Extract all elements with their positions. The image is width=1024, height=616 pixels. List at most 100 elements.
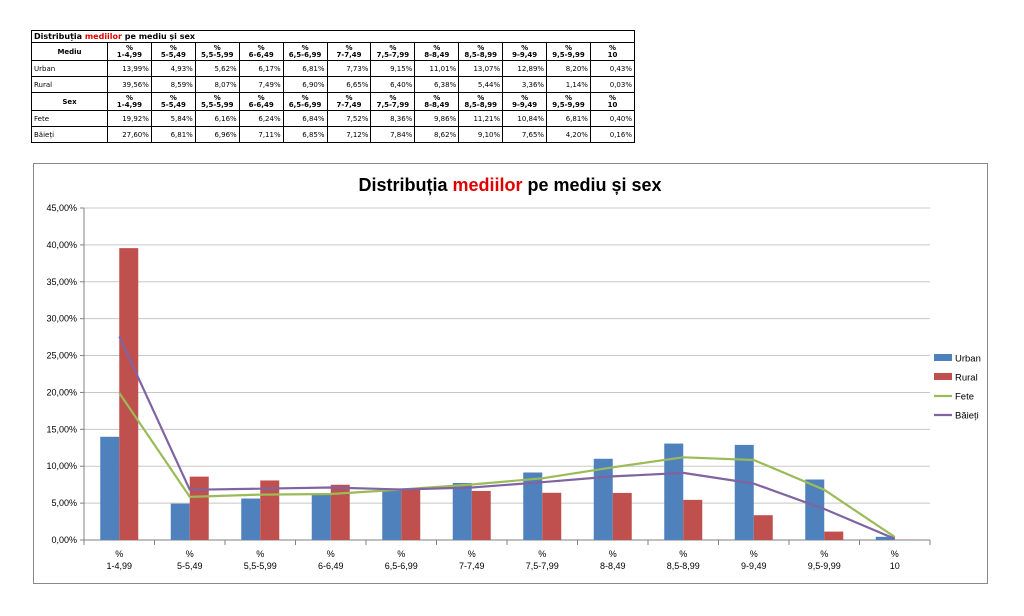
mediu-bin-header-line: % bbox=[125, 43, 133, 52]
table-cell: 0,40% bbox=[589, 110, 636, 127]
table-cell: 12,89% bbox=[502, 60, 548, 77]
table-cell: 7,11% bbox=[238, 126, 284, 143]
sex-bin-header-line: % bbox=[389, 93, 397, 102]
sex-bin-header: % 6,5-6,99 bbox=[282, 92, 328, 111]
bar-rural bbox=[119, 248, 139, 540]
table-cell: 13,07% bbox=[458, 60, 504, 77]
mediu-bin-header-line: 8,5-8,99 bbox=[464, 50, 497, 59]
table-cell: 9,86% bbox=[414, 110, 460, 127]
bar-rural bbox=[824, 531, 844, 540]
sex-bin-header-line: % bbox=[169, 93, 177, 102]
legend-label: Băieți bbox=[955, 411, 979, 422]
table-cell: 8,59% bbox=[150, 76, 196, 93]
y-tick-label: 0,00% bbox=[51, 535, 77, 545]
sex-bin-header-line: 5-5,49 bbox=[160, 100, 186, 109]
table-cell: 6,17% bbox=[238, 60, 284, 77]
y-tick-label: 35,00% bbox=[46, 277, 77, 287]
table-header-row-sex: Sex % 1-4,99% 5-5,49% 5,5-5,99% 6-6,49% 6,5-6… bbox=[31, 92, 636, 111]
x-tick-label: % bbox=[115, 549, 123, 559]
x-tick-label: 10 bbox=[890, 561, 900, 571]
sex-bin-header: % 5-5,49 bbox=[150, 92, 196, 111]
table-cell: 6,38% bbox=[414, 76, 460, 93]
table-cell: 6,85% bbox=[282, 126, 328, 143]
bar-rural bbox=[753, 515, 773, 540]
data-table: Distribuția mediilor pe mediu și sex Med… bbox=[31, 30, 636, 143]
sex-bin-header: % 5,5-5,99 bbox=[194, 92, 240, 111]
table-cell: 7,65% bbox=[502, 126, 548, 143]
row-label: Băieți bbox=[31, 126, 108, 143]
mediu-bin-header-line: 7,5-7,99 bbox=[376, 50, 410, 59]
mediu-bin-header-line: % bbox=[565, 43, 573, 52]
table-cell: 7,73% bbox=[326, 60, 372, 77]
mediu-bin-header-line: 10 bbox=[607, 50, 618, 59]
mediu-bin-header-line: % bbox=[389, 43, 397, 52]
chart-svg: Distribuția mediilor pe mediu și sex 0,00… bbox=[46, 175, 980, 571]
table-cell: 4,93% bbox=[150, 60, 196, 77]
x-tick-label: % bbox=[538, 549, 546, 559]
x-tick-label: % bbox=[327, 549, 335, 559]
line-fete bbox=[118, 392, 896, 538]
sex-bin-header-line: % bbox=[213, 93, 221, 102]
column-header-sex: Sex bbox=[31, 92, 108, 111]
y-tick-label: 40,00% bbox=[46, 240, 77, 250]
sex-bin-header-line: % bbox=[477, 93, 485, 102]
mediu-bin-header-line: % bbox=[608, 43, 616, 52]
chart-title-start: Distribuția bbox=[358, 175, 452, 195]
mediu-bin-header-line: 5,5-5,99 bbox=[200, 50, 234, 59]
table-cell: 5,84% bbox=[150, 110, 196, 127]
chart-title-highlight: mediilor bbox=[452, 175, 522, 195]
bar-urban bbox=[170, 503, 190, 540]
mediu-bin-header: % 5,5-5,99 bbox=[194, 42, 240, 61]
x-tick-label: % bbox=[609, 549, 617, 559]
mediu-bin-header-line: % bbox=[477, 43, 485, 52]
mediu-bin-header-line: 6-6,49 bbox=[248, 50, 274, 59]
table-cell: 6,16% bbox=[194, 110, 240, 127]
mediu-bin-header: % 9-9,49 bbox=[502, 42, 548, 61]
sex-bin-header-line: % bbox=[565, 93, 573, 102]
bar-rural bbox=[189, 476, 209, 540]
sex-bin-header-line: 7,5-7,99 bbox=[376, 100, 410, 109]
table-cell: 0,16% bbox=[589, 126, 636, 143]
sex-bin-header-line: 5,5-5,99 bbox=[200, 100, 234, 109]
mediu-bin-header: % 6,5-6,99 bbox=[282, 42, 328, 61]
sex-bin-header-line: 9-9,49 bbox=[512, 100, 538, 109]
legend-label: Fete bbox=[955, 392, 974, 403]
sex-bin-header-line: % bbox=[301, 93, 309, 102]
row-label: Rural bbox=[31, 76, 108, 93]
bar-urban bbox=[664, 443, 684, 540]
row-label: Urban bbox=[31, 60, 108, 77]
table-cell: 39,56% bbox=[107, 76, 152, 93]
bar-rural bbox=[330, 484, 350, 540]
sex-bin-header-line: 8-8,49 bbox=[424, 100, 450, 109]
bar-urban bbox=[734, 444, 754, 540]
y-tick-label: 30,00% bbox=[46, 314, 77, 324]
sex-bin-header-line: % bbox=[521, 93, 529, 102]
table-cell: 8,20% bbox=[546, 60, 591, 77]
table-cell: 6,96% bbox=[194, 126, 240, 143]
x-tick-label: % bbox=[468, 549, 476, 559]
mediu-bin-header: % 6-6,49 bbox=[238, 42, 284, 61]
table-cell: 7,49% bbox=[238, 76, 284, 93]
x-tick-label: % bbox=[820, 549, 828, 559]
chart-title: Distribuția mediilor pe mediu și sex bbox=[358, 175, 661, 195]
mediu-bin-header: % 10 bbox=[589, 42, 636, 61]
mediu-bin-header-line: % bbox=[257, 43, 265, 52]
mediu-bin-header-line: 8-8,49 bbox=[424, 50, 450, 59]
mediu-bin-header-line: 9,5-9,99 bbox=[552, 50, 585, 59]
x-tick-label: 9-9,49 bbox=[741, 561, 767, 571]
mediu-bin-header-line: % bbox=[301, 43, 309, 52]
sex-bin-header-line: % bbox=[257, 93, 265, 102]
y-tick-label: 25,00% bbox=[46, 351, 77, 361]
y-tick-label: 10,00% bbox=[46, 461, 77, 471]
sex-bin-header-line: 9,5-9,99 bbox=[552, 100, 585, 109]
bar-urban bbox=[523, 472, 543, 540]
table-title-highlight: mediilor bbox=[84, 32, 122, 41]
mediu-bin-header: % 7,5-7,99 bbox=[370, 42, 416, 61]
mediu-bin-header-line: 7-7,49 bbox=[336, 50, 362, 59]
sex-bin-header-line: 8,5-8,99 bbox=[464, 100, 497, 109]
table-cell: 3,36% bbox=[502, 76, 548, 93]
bar-urban bbox=[100, 436, 120, 540]
sex-bin-header: % 9-9,49 bbox=[502, 92, 548, 111]
x-tick-label: 1-4,99 bbox=[106, 561, 132, 571]
sex-bin-header-line: % bbox=[125, 93, 133, 102]
